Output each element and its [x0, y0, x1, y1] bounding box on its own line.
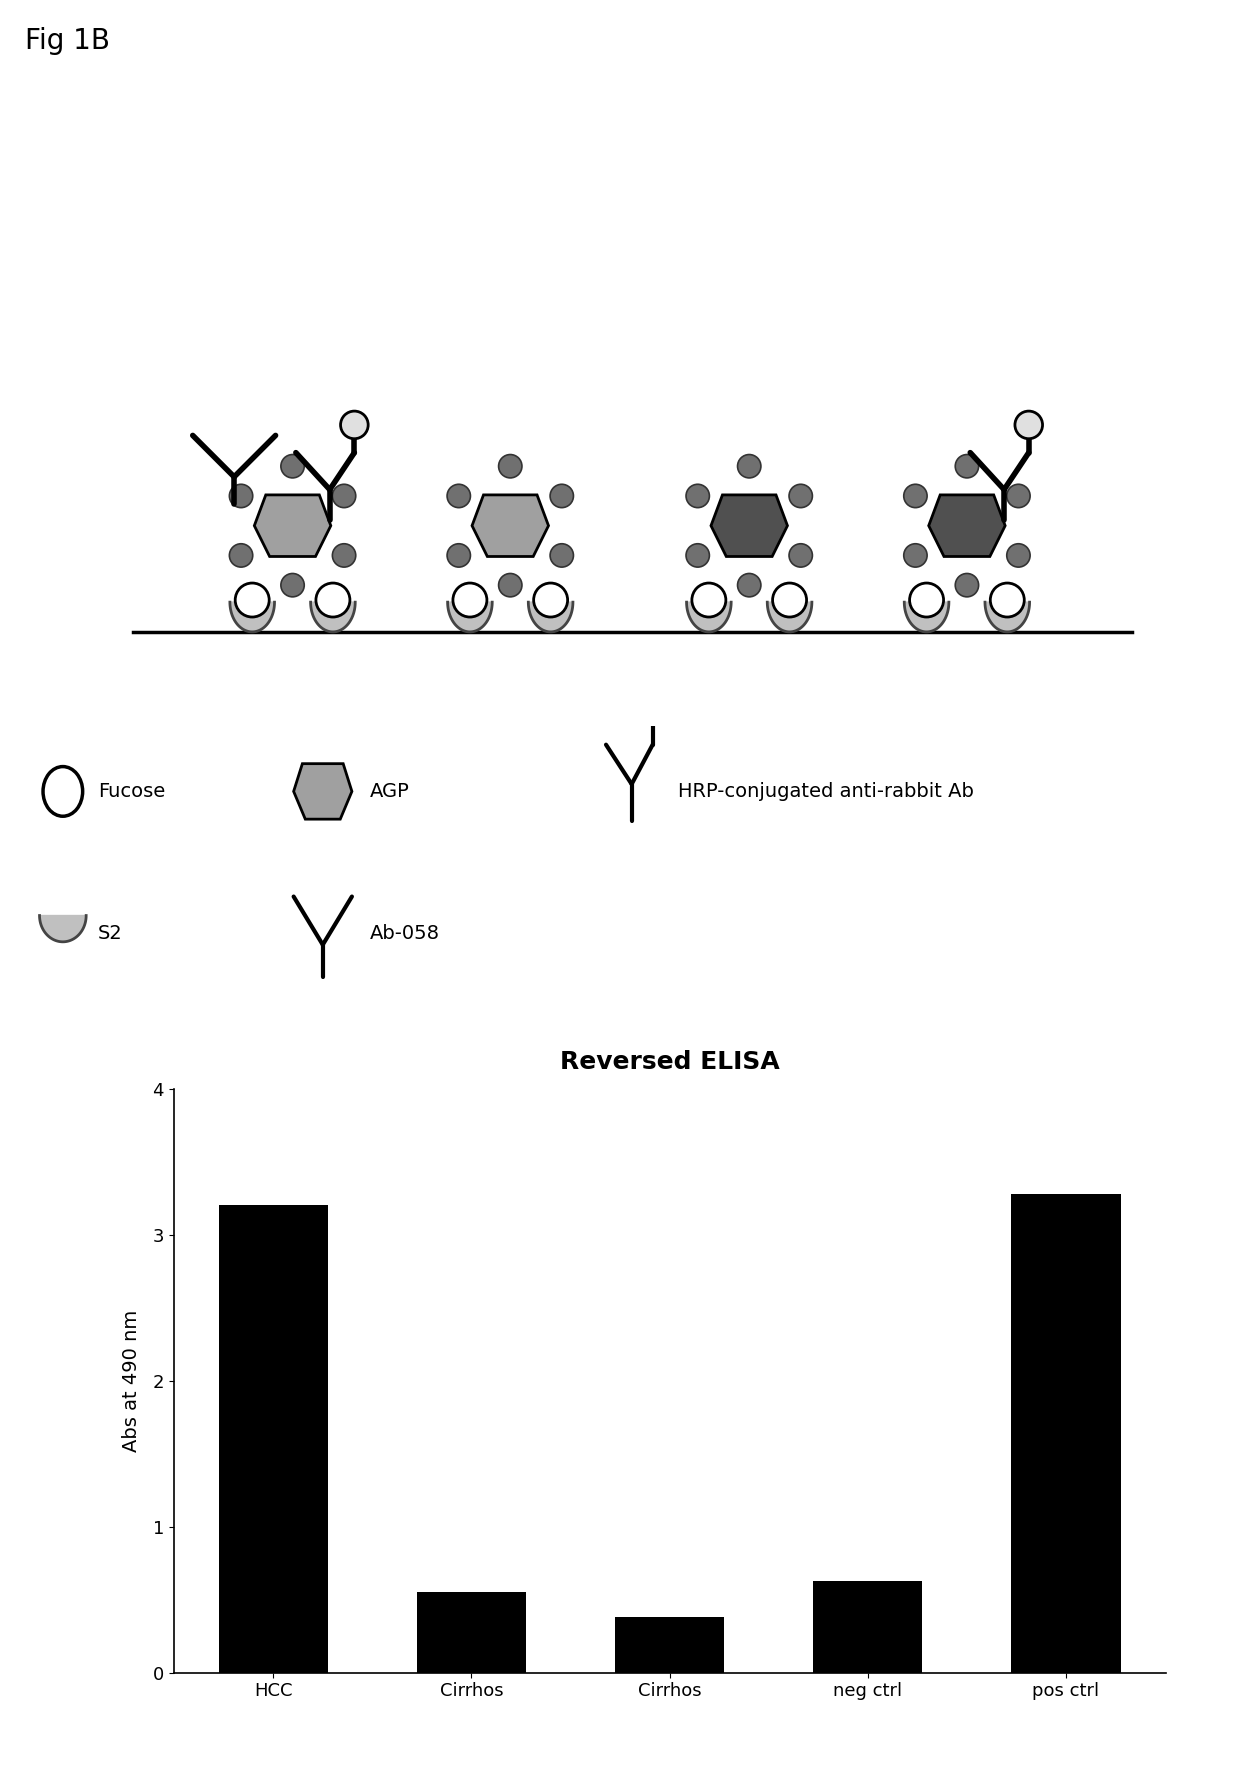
Circle shape	[789, 485, 812, 508]
Circle shape	[904, 485, 928, 508]
Bar	[615, 1618, 724, 1673]
Bar	[417, 1593, 526, 1673]
Polygon shape	[929, 496, 1006, 556]
Circle shape	[692, 582, 725, 618]
Circle shape	[738, 573, 761, 596]
Polygon shape	[448, 602, 492, 632]
Polygon shape	[310, 602, 355, 632]
Circle shape	[448, 485, 470, 508]
Circle shape	[498, 455, 522, 478]
Polygon shape	[711, 496, 787, 556]
Circle shape	[738, 455, 761, 478]
Polygon shape	[768, 602, 812, 632]
Polygon shape	[40, 915, 86, 942]
Circle shape	[229, 543, 253, 566]
Circle shape	[686, 543, 709, 566]
Circle shape	[533, 582, 568, 618]
Circle shape	[498, 573, 522, 596]
Circle shape	[448, 543, 470, 566]
Circle shape	[332, 485, 356, 508]
Circle shape	[43, 766, 83, 816]
Circle shape	[910, 582, 944, 618]
Circle shape	[229, 485, 253, 508]
Bar	[1012, 1193, 1121, 1673]
Text: Fig 1B: Fig 1B	[25, 27, 110, 55]
Polygon shape	[472, 496, 548, 556]
Circle shape	[453, 582, 487, 618]
Text: HRP-conjugated anti-rabbit Ab: HRP-conjugated anti-rabbit Ab	[678, 782, 975, 800]
Bar	[218, 1205, 327, 1673]
Circle shape	[1014, 411, 1043, 439]
Polygon shape	[985, 602, 1029, 632]
Circle shape	[341, 411, 368, 439]
Circle shape	[1007, 543, 1030, 566]
Circle shape	[789, 543, 812, 566]
Circle shape	[236, 582, 269, 618]
Title: Reversed ELISA: Reversed ELISA	[559, 1050, 780, 1074]
Circle shape	[1007, 485, 1030, 508]
Polygon shape	[294, 763, 352, 820]
Circle shape	[955, 573, 978, 596]
Text: AGP: AGP	[370, 782, 409, 800]
Polygon shape	[528, 602, 573, 632]
Circle shape	[316, 582, 350, 618]
Text: Ab-058: Ab-058	[370, 924, 439, 943]
Circle shape	[686, 485, 709, 508]
Polygon shape	[687, 602, 732, 632]
Circle shape	[332, 543, 356, 566]
Polygon shape	[254, 496, 331, 556]
Circle shape	[641, 692, 665, 722]
Circle shape	[955, 455, 978, 478]
Bar	[813, 1581, 923, 1673]
Y-axis label: Abs at 490 nm: Abs at 490 nm	[123, 1310, 141, 1451]
Text: Fucose: Fucose	[98, 782, 165, 800]
Circle shape	[773, 582, 806, 618]
Circle shape	[281, 573, 304, 596]
Polygon shape	[904, 602, 949, 632]
Circle shape	[904, 543, 928, 566]
Circle shape	[281, 455, 304, 478]
Text: S2: S2	[98, 924, 123, 943]
Circle shape	[551, 543, 573, 566]
Circle shape	[551, 485, 573, 508]
Polygon shape	[229, 602, 274, 632]
Circle shape	[991, 582, 1024, 618]
